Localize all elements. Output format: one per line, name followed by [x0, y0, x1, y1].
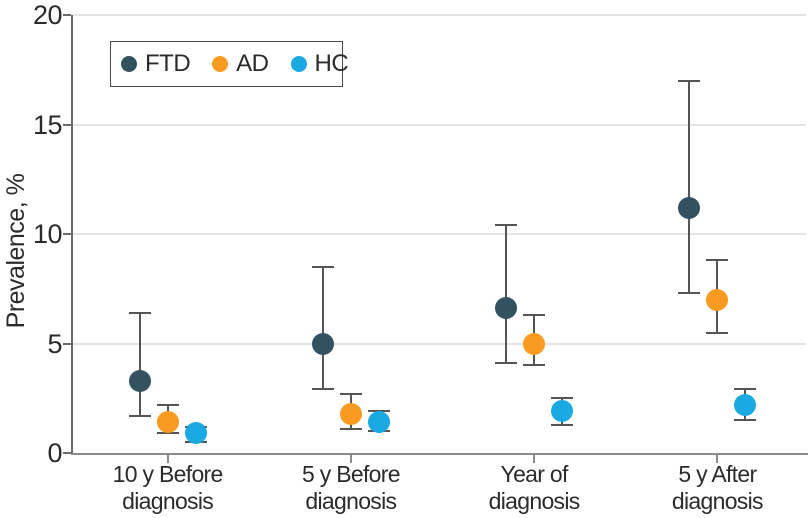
legend-dot-ftd-icon	[121, 56, 137, 72]
error-cap-top-ftd-g2	[311, 265, 334, 268]
y-tick-label-0: 0	[47, 438, 62, 468]
error-cap-bottom-ftd-g3	[495, 362, 518, 365]
point-ftd-g1	[128, 369, 151, 392]
y-tick-label-15: 15	[32, 109, 63, 140]
legend-item-hc: HC	[290, 50, 349, 78]
gridline-10	[73, 233, 806, 235]
point-ftd-g3	[495, 297, 518, 320]
error-cap-bottom-ad-g4	[706, 331, 729, 334]
x-label-1-line-1: 10 y Before	[112, 461, 224, 487]
point-ad-g3	[523, 332, 546, 355]
x-tick-1	[166, 455, 169, 463]
x-tick-4	[716, 455, 719, 463]
x-label-3-line-1: Year of	[500, 461, 569, 487]
y-tick-10	[63, 233, 71, 235]
gridline-5	[73, 342, 806, 345]
x-label-4-line-2: diagnosis	[671, 488, 764, 514]
x-label-2: 5 y Before diagnosis	[261, 461, 441, 515]
error-bar-ftd-g1	[138, 312, 141, 416]
point-ftd-g2	[311, 332, 334, 355]
x-label-4-line-1: 5 y After	[678, 461, 757, 487]
error-cap-top-ad-g1	[156, 403, 179, 406]
y-axis-title: Prevalence, %	[2, 173, 30, 329]
x-label-1-line-2: diagnosis	[122, 488, 214, 514]
error-cap-bottom-ftd-g1	[128, 414, 151, 417]
y-tick-0	[63, 452, 71, 454]
x-label-2-line-2: diagnosis	[305, 488, 397, 514]
point-hc-g4	[734, 393, 757, 416]
error-cap-top-ad-g2	[339, 392, 362, 395]
point-ftd-g4	[678, 196, 701, 219]
error-cap-bottom-hc-g3	[551, 423, 574, 426]
x-tick-2	[349, 455, 352, 463]
x-label-2-line-1: 5 y Before	[301, 461, 401, 487]
y-tick-5	[63, 342, 71, 345]
x-tick-3	[533, 455, 536, 463]
error-cap-top-ad-g3	[523, 314, 546, 317]
legend: FTD AD HC	[110, 41, 349, 87]
y-tick-15	[63, 123, 71, 126]
point-ad-g4	[706, 288, 729, 311]
error-cap-bottom-hc-g4	[734, 419, 757, 422]
error-cap-top-ftd-g3	[495, 224, 518, 227]
y-tick-20	[63, 14, 71, 16]
error-cap-top-ftd-g4	[678, 79, 701, 82]
error-cap-bottom-ad-g1	[156, 432, 179, 435]
error-bar-ftd-g4	[688, 80, 691, 294]
x-axis-line	[71, 453, 808, 455]
error-cap-top-ftd-g1	[128, 311, 151, 314]
x-label-4: 5 y After diagnosis	[627, 461, 807, 515]
error-cap-bottom-ftd-g4	[678, 292, 701, 295]
legend-dot-ad-icon	[212, 56, 229, 72]
legend-label-ad: AD	[236, 50, 269, 77]
legend-item-ftd: FTD	[121, 50, 191, 78]
error-cap-bottom-ad-g3	[523, 364, 546, 367]
y-tick-label-10: 10	[32, 219, 63, 249]
plot-area	[63, 14, 808, 463]
x-label-3: Year of diagnosis	[444, 461, 624, 515]
error-cap-top-hc-g4	[734, 388, 757, 391]
y-tick-label-5: 5	[47, 328, 62, 359]
point-ad-g1	[156, 411, 179, 434]
point-hc-g3	[551, 400, 574, 423]
y-axis-line	[71, 15, 73, 455]
y-tick-label-20: 20	[32, 0, 63, 30]
error-bar-ftd-g2	[321, 266, 324, 390]
point-hc-g2	[367, 411, 390, 434]
legend-item-ad: AD	[212, 50, 269, 78]
error-cap-bottom-ad-g2	[339, 427, 362, 430]
legend-label-hc: HC	[314, 50, 349, 77]
error-bar-ftd-g3	[505, 225, 508, 364]
error-cap-top-ad-g4	[706, 259, 729, 262]
point-hc-g1	[184, 422, 207, 445]
point-ad-g2	[339, 402, 362, 425]
gridline-15	[73, 123, 806, 126]
error-cap-top-hc-g3	[551, 397, 574, 400]
legend-dot-hc-icon	[290, 56, 307, 72]
x-label-1: 10 y Before diagnosis	[78, 461, 258, 515]
x-label-3-line-2: diagnosis	[488, 488, 581, 514]
legend-label-ftd: FTD	[145, 50, 191, 77]
gridline-20	[73, 14, 806, 16]
error-cap-bottom-ftd-g2	[311, 388, 334, 391]
